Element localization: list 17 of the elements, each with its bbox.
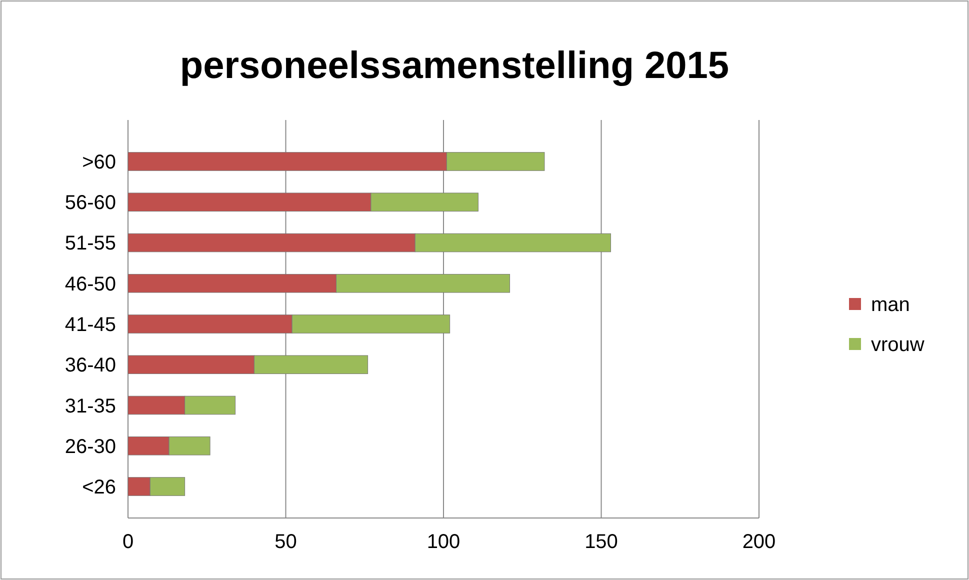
x-tick-label: 0 [122, 531, 134, 553]
y-tick-label: >60 [82, 151, 116, 174]
x-tick-label: 50 [274, 531, 297, 553]
x-tick-label: 150 [584, 531, 618, 553]
y-tick-label: 26-30 [64, 436, 116, 458]
x-tick-label: 100 [426, 531, 460, 553]
y-tick-label: <26 [82, 476, 116, 499]
y-tick-label: 31-35 [64, 395, 116, 418]
y-tick-label: 36-40 [64, 354, 116, 377]
y-tick-label: 46-50 [64, 273, 116, 296]
legend-label: man [871, 294, 910, 316]
y-tick-label: 41-45 [64, 314, 116, 336]
y-tick-label: 51-55 [64, 232, 116, 255]
y-tick-label: 56-60 [64, 192, 116, 214]
x-tick-label: 200 [742, 531, 776, 553]
legend-label: vrouw [871, 334, 925, 356]
chart-title: personeelssamenstelling 2015 [180, 45, 730, 87]
